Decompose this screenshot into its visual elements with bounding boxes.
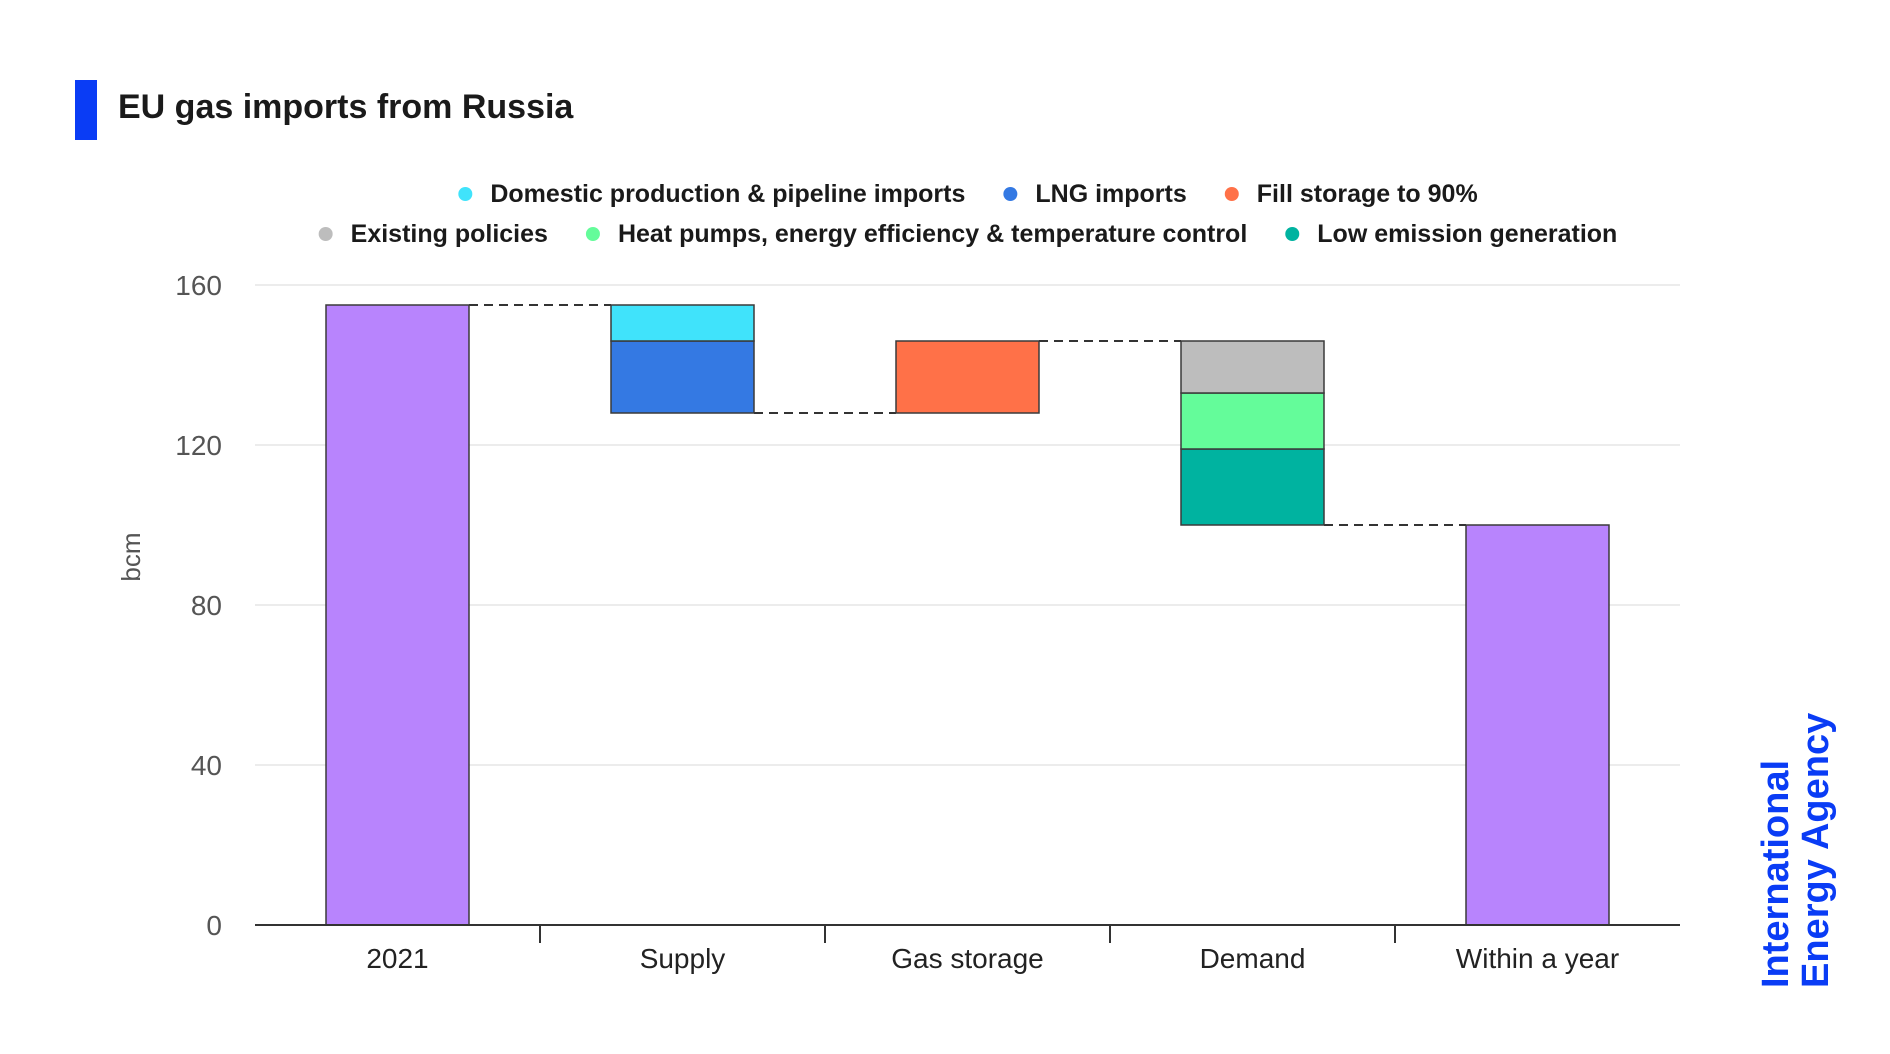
legend-row: Existing policies Heat pumps, energy effi… [318, 220, 1617, 248]
legend-label: Domestic production & pipeline imports [490, 180, 965, 208]
legend-item: Heat pumps, energy efficiency & temperat… [585, 220, 1247, 248]
bar-segment [610, 340, 755, 414]
iea-logo: International Energy Agency [1755, 713, 1837, 988]
y-axis-ticks: 0 40 80 120 160 [175, 270, 222, 941]
legend-marker [1285, 227, 1300, 241]
y-tick-label: 120 [175, 430, 222, 461]
legend-label: Fill storage to 90% [1257, 180, 1478, 208]
x-axis: 2021 Supply Gas storage Demand Within a year [255, 924, 1680, 974]
legend-label: Low emission generation [1317, 220, 1617, 248]
bar-segment [1465, 524, 1610, 926]
legend-marker [1224, 187, 1239, 201]
connector-lines [469, 304, 1466, 526]
x-tick-label: Demand [1200, 943, 1306, 974]
bar-segment [1180, 340, 1325, 394]
legend-label: LNG imports [1035, 180, 1186, 208]
y-tick-label: 80 [191, 590, 222, 621]
legend-marker [318, 227, 333, 241]
legend-item: LNG imports [1003, 180, 1187, 208]
y-tick-label: 0 [206, 910, 222, 941]
bar-segment [1180, 448, 1325, 526]
y-tick-label: 160 [175, 270, 222, 301]
legend-item: Fill storage to 90% [1224, 180, 1478, 208]
gridlines [255, 284, 1680, 766]
bar-segment [325, 304, 470, 926]
legend-marker [458, 187, 473, 201]
legend: Domestic production & pipeline imports LN… [318, 180, 1617, 248]
y-tick-label: 40 [191, 750, 222, 781]
bar-segment [895, 340, 1040, 414]
chart-title: EU gas imports from Russia [118, 88, 574, 126]
bars [325, 304, 1610, 926]
legend-row: Domestic production & pipeline imports LN… [458, 180, 1478, 208]
legend-item: Existing policies [318, 220, 548, 248]
y-axis-title: bcm [116, 532, 146, 581]
logo-line-2: Energy Agency [1795, 713, 1837, 988]
logo-line-1: International [1755, 760, 1797, 988]
legend-marker [585, 227, 600, 241]
x-tick-label: Supply [640, 943, 726, 974]
x-tick-label: Gas storage [891, 943, 1044, 974]
x-tick-label: 2021 [366, 943, 428, 974]
legend-marker [1003, 187, 1018, 201]
bar-segment [610, 304, 755, 342]
legend-item: Domestic production & pipeline imports [458, 180, 965, 208]
title-accent-bar [75, 80, 97, 140]
legend-label: Heat pumps, energy efficiency & temperat… [618, 220, 1247, 248]
legend-label: Existing policies [351, 220, 548, 248]
x-tick-label: Within a year [1456, 943, 1619, 974]
bar-segment [1180, 392, 1325, 450]
legend-item: Low emission generation [1285, 220, 1617, 248]
